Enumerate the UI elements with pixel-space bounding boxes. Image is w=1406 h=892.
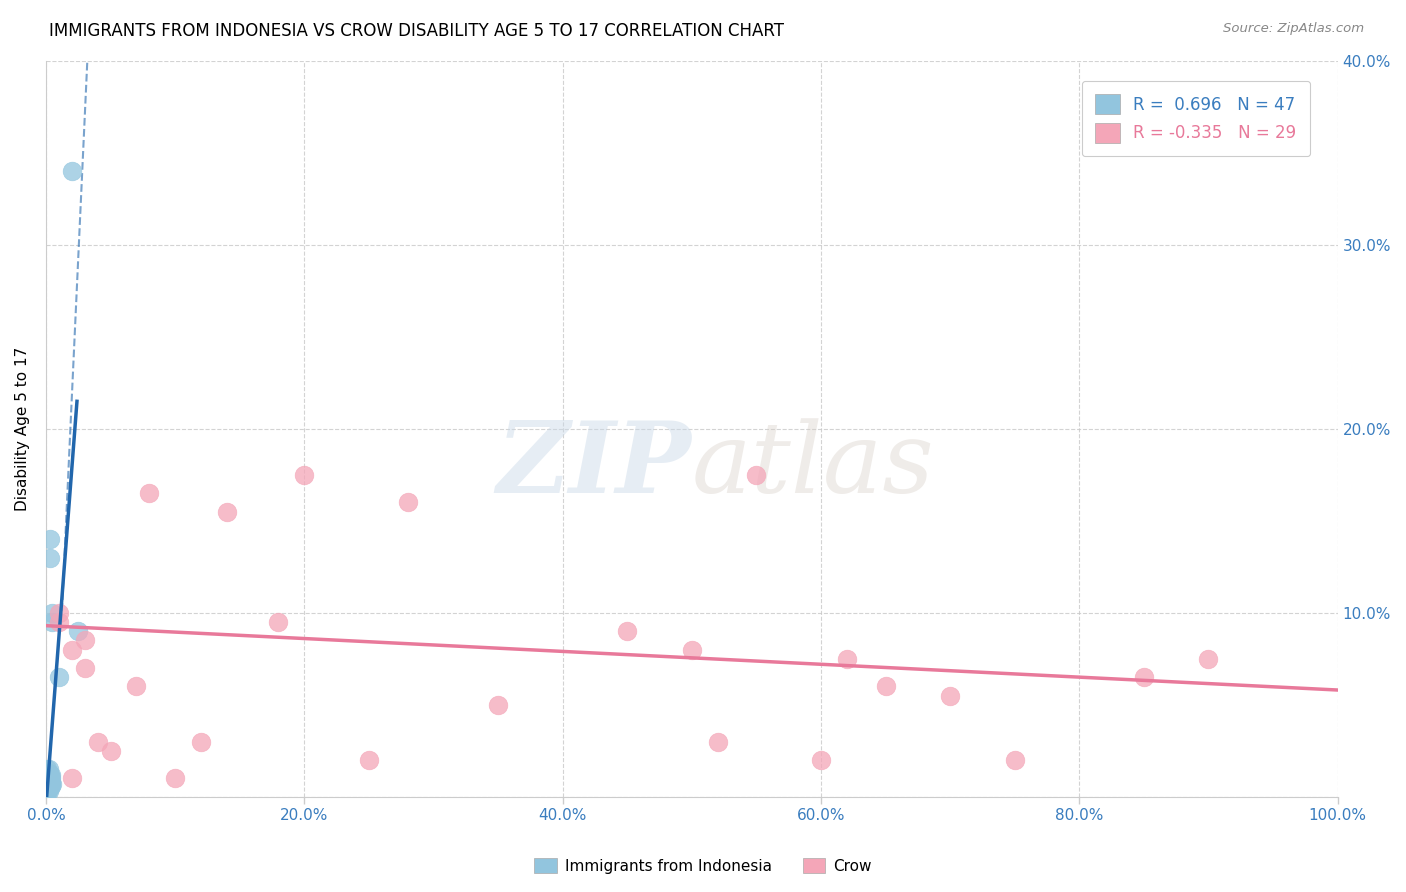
Point [681, 642, 703, 657]
Point [37, 786, 59, 800]
Point [292, 467, 315, 482]
Point [37, 780, 59, 795]
Point [39, 772, 62, 786]
Point [810, 753, 832, 767]
Point [38, 550, 60, 565]
Point [38, 767, 60, 781]
Point [48, 606, 70, 620]
Text: ZIP: ZIP [496, 417, 692, 514]
Point [38, 762, 60, 776]
Text: atlas: atlas [692, 418, 935, 513]
Point [37, 782, 59, 797]
Text: IMMIGRANTS FROM INDONESIA VS CROW DISABILITY AGE 5 TO 17 CORRELATION CHART: IMMIGRANTS FROM INDONESIA VS CROW DISABI… [49, 22, 785, 40]
Point [215, 505, 238, 519]
Point [60, 164, 83, 178]
Point [60, 772, 83, 786]
Point [38, 784, 60, 798]
Point [165, 772, 187, 786]
Text: Source: ZipAtlas.com: Source: ZipAtlas.com [1223, 22, 1364, 36]
Point [486, 698, 509, 712]
Point [38, 765, 60, 780]
Point [73, 633, 96, 648]
Point [37, 782, 59, 797]
Point [190, 734, 212, 748]
Point [267, 615, 290, 629]
Point [37, 767, 59, 781]
Point [73, 661, 96, 675]
Point [396, 495, 419, 509]
Y-axis label: Disability Age 5 to 17: Disability Age 5 to 17 [15, 347, 30, 511]
Point [38, 533, 60, 547]
Point [37, 773, 59, 788]
Point [37, 777, 59, 791]
Point [39, 779, 62, 793]
Point [835, 652, 858, 666]
Point [48, 670, 70, 684]
Point [37, 772, 59, 786]
Point [60, 642, 83, 657]
Point [37, 784, 59, 798]
Point [37, 779, 59, 793]
Point [37, 775, 59, 789]
Point [1004, 753, 1026, 767]
Point [38, 772, 60, 786]
Point [86, 734, 108, 748]
Point [38, 779, 60, 793]
Point [37, 769, 59, 783]
Point [41, 777, 63, 791]
Point [38, 773, 60, 788]
Point [39, 775, 62, 789]
Point [745, 467, 768, 482]
Point [37, 772, 59, 786]
Point [37, 780, 59, 795]
Point [37, 777, 59, 791]
Point [357, 753, 380, 767]
Point [1198, 652, 1220, 666]
Point [38, 777, 60, 791]
Point [1133, 670, 1156, 684]
Point [125, 679, 148, 693]
Point [37, 779, 59, 793]
Point [37, 762, 59, 776]
Point [38, 780, 60, 795]
Point [37, 780, 59, 795]
Point [48, 615, 70, 629]
Point [41, 615, 63, 629]
Point [38, 780, 60, 795]
Point [706, 734, 728, 748]
Point [38, 767, 60, 781]
Point [38, 775, 60, 789]
Point [875, 679, 897, 693]
Point [37, 765, 59, 780]
Point [100, 744, 122, 758]
Point [38, 772, 60, 786]
Point [38, 775, 60, 789]
Point [939, 689, 962, 703]
Point [38, 777, 60, 791]
Point [67, 624, 90, 639]
Legend: R =  0.696   N = 47, R = -0.335   N = 29: R = 0.696 N = 47, R = -0.335 N = 29 [1081, 80, 1310, 156]
Legend: Immigrants from Indonesia, Crow: Immigrants from Indonesia, Crow [529, 852, 877, 880]
Point [37, 784, 59, 798]
Point [616, 624, 638, 639]
Point [41, 606, 63, 620]
Point [138, 486, 160, 500]
Point [39, 767, 62, 781]
